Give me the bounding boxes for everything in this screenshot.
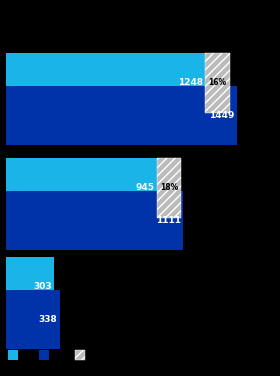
Bar [157,158,181,218]
Text: 338: 338 [38,315,57,324]
Bar [6,158,157,218]
Bar [75,350,85,360]
Bar [6,191,183,250]
Text: 18%: 18% [160,183,178,193]
Text: 1449: 1449 [209,111,235,120]
Bar [39,350,49,360]
Bar [6,53,205,112]
Bar [8,350,18,360]
Bar [6,86,237,146]
Text: 945: 945 [135,183,154,193]
Text: 1111: 1111 [156,216,181,225]
Bar [6,290,60,349]
Text: 303: 303 [33,282,52,291]
Bar [6,257,54,316]
Text: 16%: 16% [208,79,227,88]
Bar [205,53,230,112]
Text: 1248: 1248 [178,79,203,88]
